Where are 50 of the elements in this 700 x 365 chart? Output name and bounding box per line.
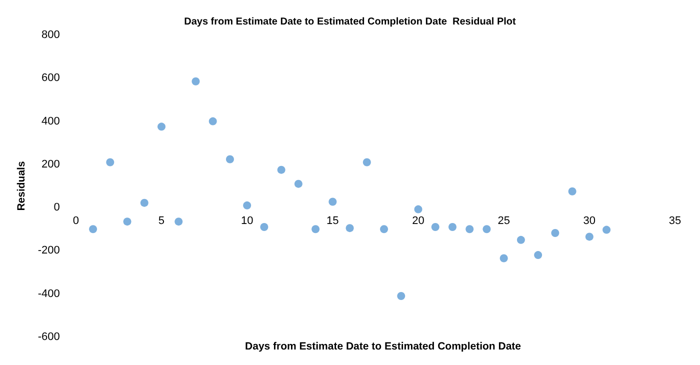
- y-tick-label: -400: [38, 288, 60, 300]
- y-tick-label: -200: [38, 244, 60, 257]
- y-tick-label: 0: [54, 202, 60, 214]
- point: [89, 225, 98, 234]
- point: [568, 187, 576, 196]
- y-tick-label: 800: [42, 29, 60, 41]
- point: [414, 205, 422, 214]
- chart-title: Days from Estimate Date to Estimated Completion Date Residual Plot: [184, 16, 517, 28]
- point: [328, 198, 337, 206]
- point: [260, 222, 268, 231]
- point: [312, 225, 320, 234]
- x-tick-label: 25: [498, 215, 510, 228]
- point: [123, 218, 132, 226]
- point: [346, 224, 354, 232]
- x-tick-label: 10: [240, 215, 254, 228]
- point: [585, 232, 594, 241]
- y-tick-label: 600: [42, 72, 60, 84]
- point: [534, 251, 542, 260]
- y-tick-label: 200: [42, 158, 60, 170]
- x-tick-label: 20: [412, 215, 424, 228]
- x-tick-label: 35: [668, 215, 682, 228]
- point: [294, 180, 302, 188]
- point: [158, 122, 166, 131]
- point: [551, 229, 560, 238]
- point: [106, 158, 114, 166]
- y-tick-label: -600: [38, 331, 60, 343]
- x-tick-label: 15: [326, 215, 339, 228]
- point: [448, 222, 456, 231]
- point: [208, 117, 217, 126]
- point: [226, 155, 234, 164]
- point: [482, 225, 491, 234]
- point: [243, 201, 252, 210]
- x-tick-label: 5: [158, 215, 165, 228]
- point: [362, 158, 371, 166]
- point: [602, 226, 611, 234]
- point: [431, 222, 440, 231]
- point: [466, 225, 474, 234]
- point: [192, 77, 200, 86]
- x-tick-label: 0: [72, 215, 79, 228]
- point: [277, 166, 286, 174]
- point: [140, 198, 148, 207]
- point: [397, 292, 406, 300]
- x-axis-title: Days from Estimate Date to Estimated Completion Date: [245, 340, 522, 352]
- point: [380, 225, 388, 234]
- y-axis-title: Residuals: [16, 161, 28, 211]
- x-tick-label: 30: [583, 215, 596, 228]
- point: [516, 236, 525, 244]
- point: [500, 254, 508, 262]
- y-tick-label: 400: [42, 115, 60, 128]
- point: [174, 218, 183, 226]
